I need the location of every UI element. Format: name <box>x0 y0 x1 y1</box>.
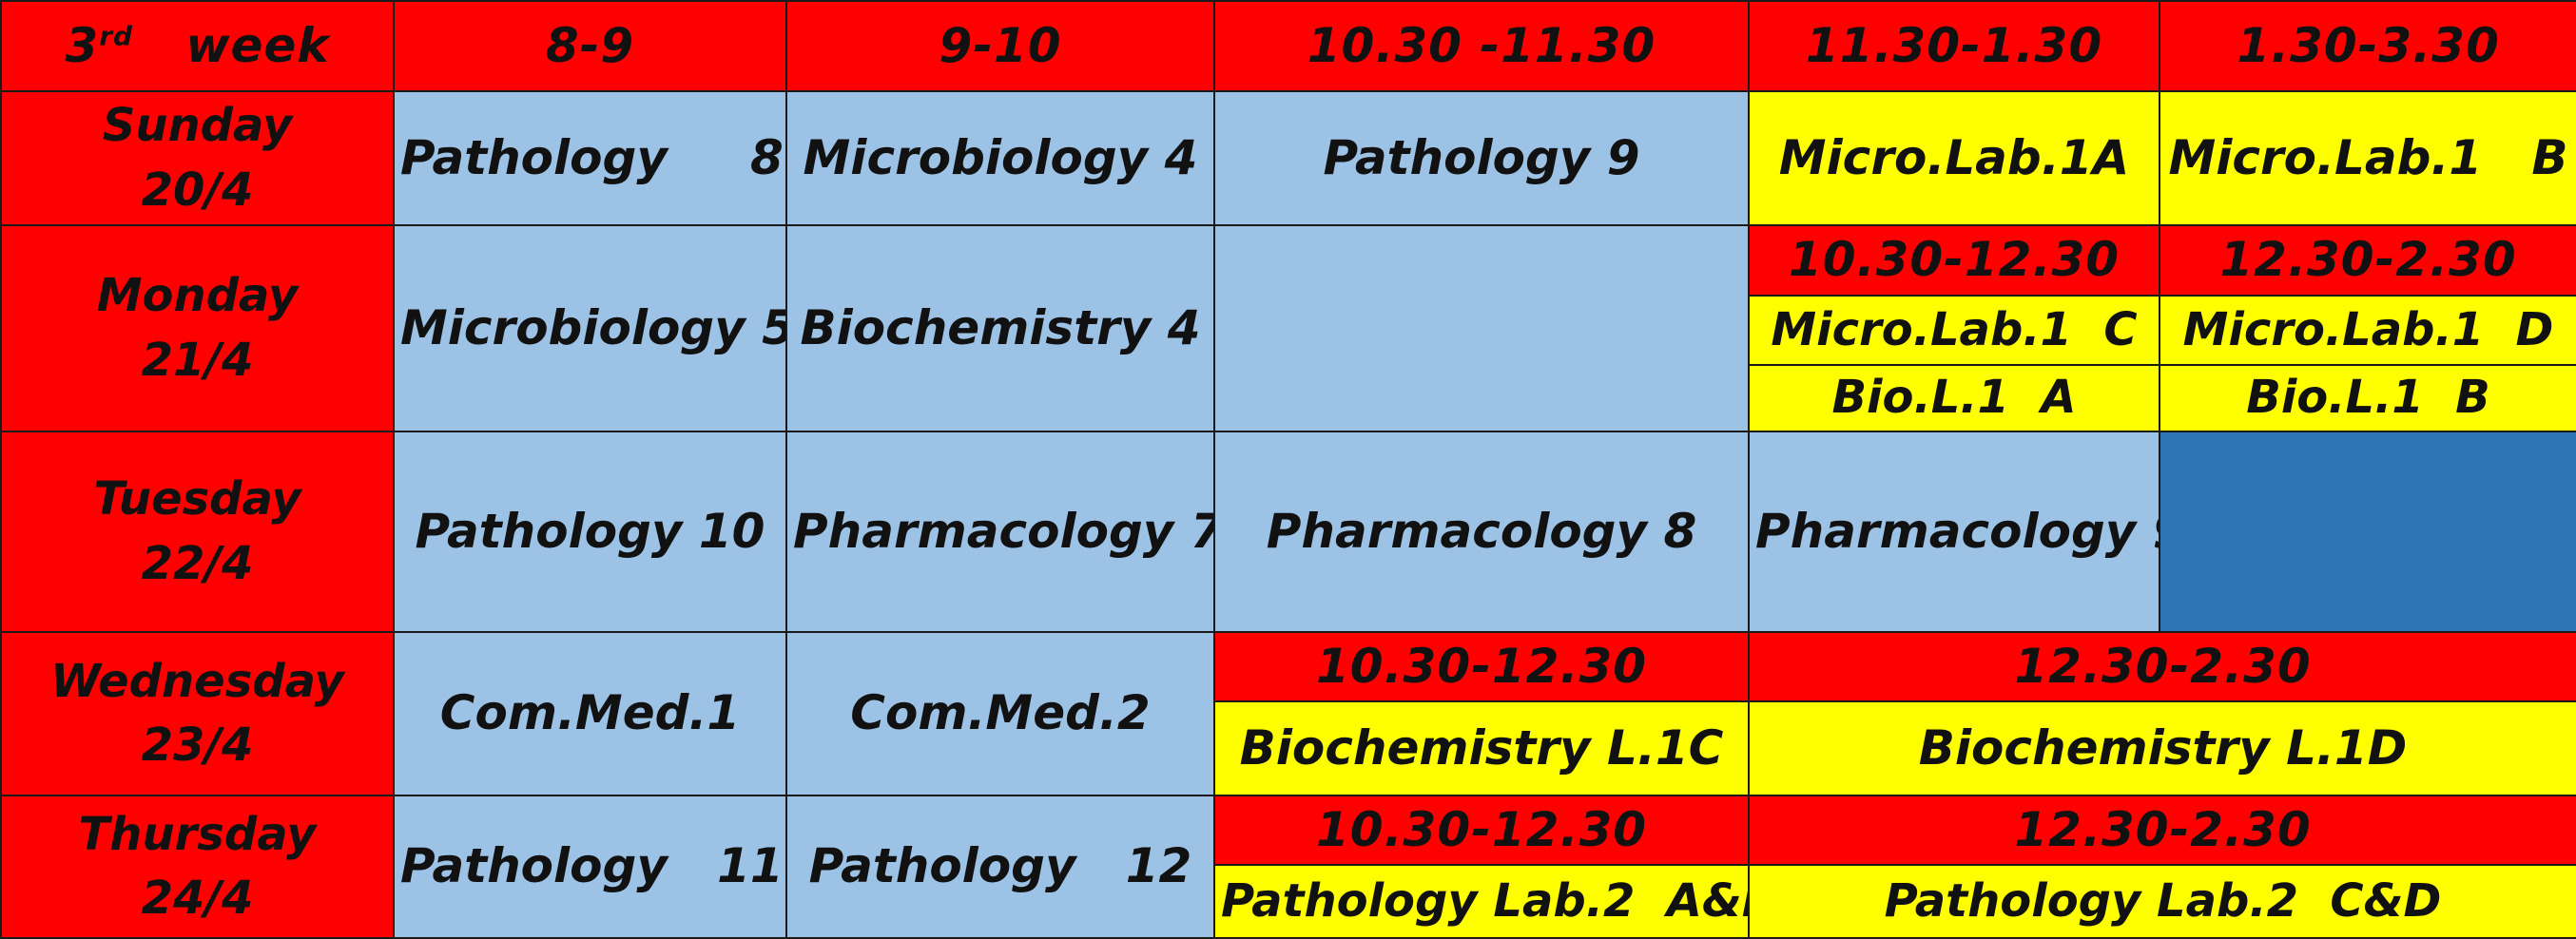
monday-lab-row-2: Bio.L.1 A Bio.L.1 B <box>1 364 2576 432</box>
header-row: 3rd week 8-9 9-10 10.30 -11.30 11.30-1.3… <box>0 0 2576 92</box>
lab-cell: Bio.L.1 A <box>1748 364 2160 432</box>
class-cell: Com.Med.1 <box>393 631 787 796</box>
day-cell-thursday: Thursday 24/4 <box>0 795 395 939</box>
class-cell: Pharmacology 8 <box>1213 431 1750 633</box>
day-name: Tuesday <box>93 472 301 527</box>
monday-lab-row-1: Micro.Lab.1 C Micro.Lab.1 D <box>1 295 2576 366</box>
day-name: Sunday <box>102 99 293 153</box>
day-cell-monday: Monday 21/4 <box>0 224 395 432</box>
lab-cell: Biochemistry L.1C <box>1213 700 1750 796</box>
thursday-row: Thursday 24/4 Pathology 11 Pathology 12 … <box>0 795 2576 939</box>
sub-time-header: 12.30-2.30 <box>2159 224 2576 297</box>
tuesday-row: Tuesday 22/4 Pathology 10 Pharmacology 7… <box>0 431 2576 633</box>
lab-cell: Micro.Lab.1 D <box>2159 295 2576 366</box>
class-cell: Pharmacology 7 <box>785 431 1215 633</box>
sunday-row: Sunday 20/4 Pathology 8 Microbiology 4 P… <box>0 90 2576 226</box>
week-suffix: rd <box>99 20 134 52</box>
day-cell-wednesday: Wednesday 23/4 <box>0 631 395 796</box>
lab-cell: Micro.Lab.1A <box>1748 90 2160 226</box>
wednesday-lab-row: Biochemistry L.1C Biochemistry L.1D <box>1 700 2576 796</box>
class-cell: Microbiology 5 <box>393 224 787 432</box>
class-cell: Pharmacology 9 <box>1748 431 2160 633</box>
class-cell: Pathology 12 <box>785 795 1215 939</box>
time-header-1-30-3-30: 1.30-3.30 <box>2159 0 2576 92</box>
time-header-8-9: 8-9 <box>393 0 787 92</box>
sub-time-header: 10.30-12.30 <box>1748 224 2160 297</box>
day-date: 23/4 <box>141 719 254 772</box>
thursday-lab-row: Pathology Lab.2 A&B Pathology Lab.2 C&D <box>1 864 2576 939</box>
day-cell-tuesday: Tuesday 22/4 <box>0 431 395 633</box>
sub-time-header: 10.30-12.30 <box>1213 795 1750 866</box>
day-cell-sunday: Sunday 20/4 <box>0 90 395 226</box>
week-number: 3 <box>65 17 100 73</box>
class-cell: Pathology 11 <box>393 795 787 939</box>
class-cell: Pathology 10 <box>393 431 787 633</box>
time-header-11-30-1-30: 11.30-1.30 <box>1748 0 2160 92</box>
day-name: Wednesday <box>50 654 344 708</box>
lab-cell: Pathology Lab.2 A&B <box>1213 864 1750 939</box>
empty-slot-cell <box>2159 431 2576 633</box>
day-date: 20/4 <box>141 163 254 217</box>
lab-cell: Biochemistry L.1D <box>1748 700 2576 796</box>
day-name: Thursday <box>78 807 317 861</box>
class-cell: Pathology 9 <box>1213 90 1750 226</box>
class-cell: Pathology 8 <box>393 90 787 226</box>
class-cell: Microbiology 4 <box>785 90 1215 226</box>
day-date: 22/4 <box>141 536 254 590</box>
week-label: 3rd week <box>0 0 395 92</box>
sub-time-header: 10.30-12.30 <box>1213 631 1750 702</box>
lab-cell: Pathology Lab.2 C&D <box>1748 864 2576 939</box>
lab-cell: Micro.Lab.1 C <box>1748 295 2160 366</box>
time-header-9-10: 9-10 <box>785 0 1215 92</box>
day-date: 24/4 <box>141 872 254 925</box>
day-name: Monday <box>96 269 299 323</box>
monday-row: Monday 21/4 Microbiology 5 Biochemistry … <box>0 224 2576 432</box>
week-word: week <box>185 17 330 73</box>
sub-time-header: 12.30-2.30 <box>1748 631 2576 702</box>
sub-time-header: 12.30-2.30 <box>1748 795 2576 866</box>
empty-class-cell <box>1213 224 1750 432</box>
class-cell: Com.Med.2 <box>785 631 1215 796</box>
wednesday-row: Wednesday 23/4 Com.Med.1 Com.Med.2 10.30… <box>0 631 2576 796</box>
lab-cell: Micro.Lab.1 B <box>2159 90 2576 226</box>
class-cell: Biochemistry 4 <box>785 224 1215 432</box>
day-date: 21/4 <box>141 333 254 387</box>
time-header-10-30-11-30: 10.30 -11.30 <box>1213 0 1750 92</box>
lab-cell: Bio.L.1 B <box>2159 364 2576 432</box>
